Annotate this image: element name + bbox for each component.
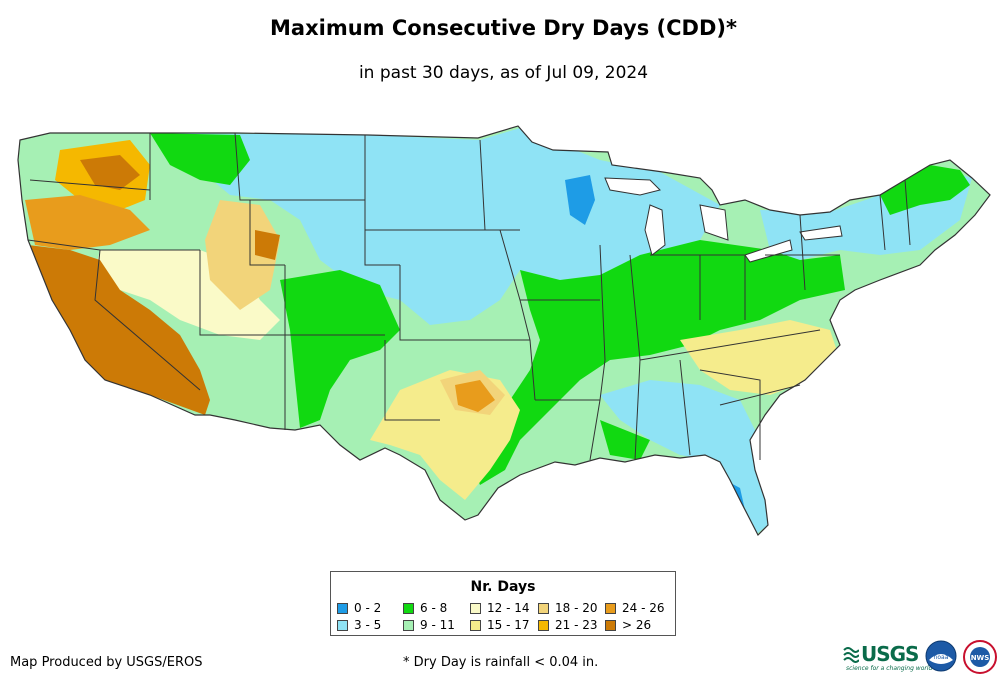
- legend-item: 12 - 14: [470, 602, 530, 615]
- legend-item: > 26: [605, 619, 651, 632]
- legend-swatch: [605, 603, 616, 614]
- zone-6-8-montana: [150, 133, 250, 185]
- usgs-wave-icon: [843, 647, 859, 663]
- map-subtitle: in past 30 days, as of Jul 09, 2024: [358, 63, 649, 83]
- usgs-tagline: science for a changing world: [846, 665, 933, 672]
- dry-day-footnote: * Dry Day is rainfall < 0.04 in.: [403, 655, 599, 670]
- map-credit: Map Produced by USGS/EROS: [10, 655, 203, 670]
- legend-title: Nr. Days: [470, 579, 536, 595]
- zone-over-26-california: [28, 245, 210, 415]
- zone-6-8-central: [470, 240, 845, 485]
- nws-logo-icon: NWS: [963, 640, 997, 674]
- lake-superior: [604, 177, 661, 196]
- zone-24-26-north-cal: [25, 195, 150, 250]
- usgs-logo: USGS: [861, 642, 919, 666]
- zone-over-26-utah: [255, 230, 280, 260]
- zone-0-2-wisconsin: [565, 175, 595, 225]
- zone-6-8-maine: [880, 165, 970, 215]
- zone-6-8-gulf: [600, 420, 650, 460]
- zone-6-8-rockies: [280, 270, 400, 428]
- legend-item: 24 - 26: [605, 602, 665, 615]
- map-title: Maximum Consecutive Dry Days (CDD)*: [270, 16, 737, 40]
- legend-swatch: [337, 620, 348, 631]
- zone-over-26-oregon: [80, 155, 140, 190]
- legend-swatch: [403, 620, 414, 631]
- legend-swatch: [403, 603, 414, 614]
- state-borders: [17, 125, 991, 537]
- legend-label: 15 - 17: [487, 618, 530, 632]
- legend-item: 3 - 5: [337, 619, 381, 632]
- cdd-raster: [18, 126, 990, 535]
- lake-huron: [699, 204, 729, 241]
- legend-label: 0 - 2: [354, 601, 382, 615]
- noaa-logo-text: noaa: [934, 654, 949, 661]
- legend-swatch: [605, 620, 616, 631]
- lake-ontario: [799, 225, 843, 241]
- legend-item: 0 - 2: [337, 602, 381, 615]
- legend-label: 24 - 26: [622, 601, 665, 615]
- legend-label: > 26: [622, 618, 652, 632]
- legend-label: 3 - 5: [354, 618, 382, 632]
- legend-swatch: [337, 603, 348, 614]
- zone-3-5-north: [150, 128, 720, 325]
- zone-24-26-oklahoma: [455, 380, 495, 412]
- legend-item: 9 - 11: [403, 619, 455, 632]
- legend-item: 18 - 20: [538, 602, 598, 615]
- legend-label: 21 - 23: [555, 618, 598, 632]
- legend-label: 18 - 20: [555, 601, 598, 615]
- legend-item: 21 - 23: [538, 619, 598, 632]
- legend-swatch: [538, 603, 549, 614]
- lake-erie: [744, 239, 793, 263]
- legend-item: 6 - 8: [403, 602, 447, 615]
- legend-swatch: [470, 603, 481, 614]
- lake-michigan: [644, 204, 666, 256]
- legend-swatch: [538, 620, 549, 631]
- zone-18-20-utah: [205, 200, 280, 310]
- zone-3-5-southeast: [600, 380, 768, 535]
- legend-swatch: [470, 620, 481, 631]
- legend: Nr. Days 0 - 2 3 - 5 6 - 8 9 - 11 12 - 1…: [330, 571, 676, 636]
- nws-logo-text: NWS: [971, 654, 990, 662]
- zone-15-17-carolinas: [680, 320, 840, 395]
- legend-item: 15 - 17: [470, 619, 530, 632]
- legend-label: 12 - 14: [487, 601, 530, 615]
- legend-label: 6 - 8: [420, 601, 448, 615]
- legend-label: 9 - 11: [420, 618, 455, 632]
- noaa-logo-icon: noaa: [925, 640, 957, 672]
